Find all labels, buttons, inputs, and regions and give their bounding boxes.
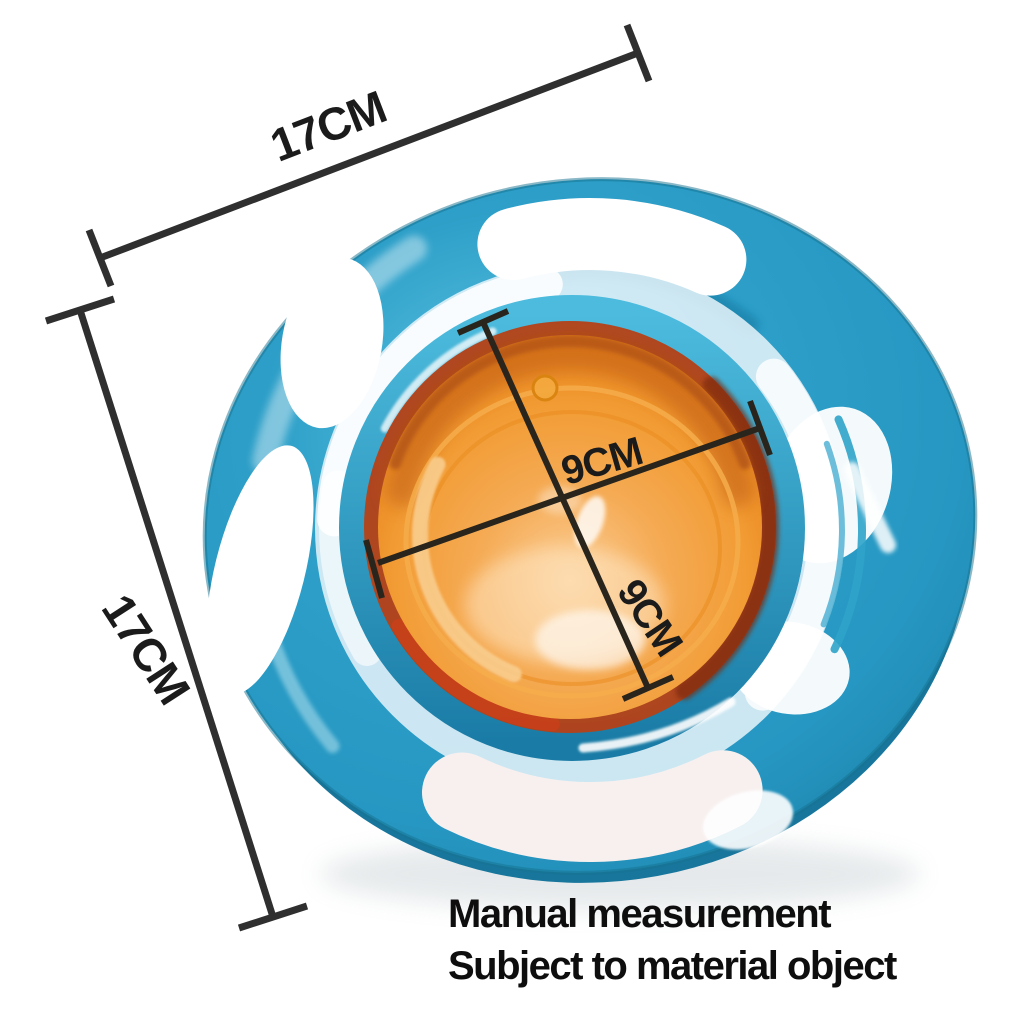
dimension-lines bbox=[44, 23, 773, 932]
handle-cutout-top-left bbox=[280, 257, 384, 429]
dim-line-inner-horizontal bbox=[363, 399, 773, 599]
lid-reflections-right bbox=[820, 415, 896, 654]
caption-line-2: Subject to material object bbox=[448, 944, 897, 988]
dim-line-outer-height bbox=[44, 295, 309, 932]
caption: Manual measurement Subject to material o… bbox=[448, 888, 897, 992]
handle-cutout-bottom bbox=[422, 750, 763, 863]
gimbal-red-ring bbox=[364, 321, 779, 733]
dim-line-outer-width bbox=[85, 23, 653, 288]
handle-cutout-left bbox=[206, 445, 314, 695]
handle-cutouts bbox=[206, 198, 893, 863]
caption-line-1: Manual measurement bbox=[448, 892, 832, 936]
handle-cutout-top bbox=[477, 198, 747, 296]
dim-line-inner-vertical bbox=[456, 308, 675, 702]
inner-ring bbox=[339, 295, 805, 761]
orange-bowl bbox=[378, 334, 762, 719]
bottom-shell-reflection bbox=[702, 790, 794, 850]
